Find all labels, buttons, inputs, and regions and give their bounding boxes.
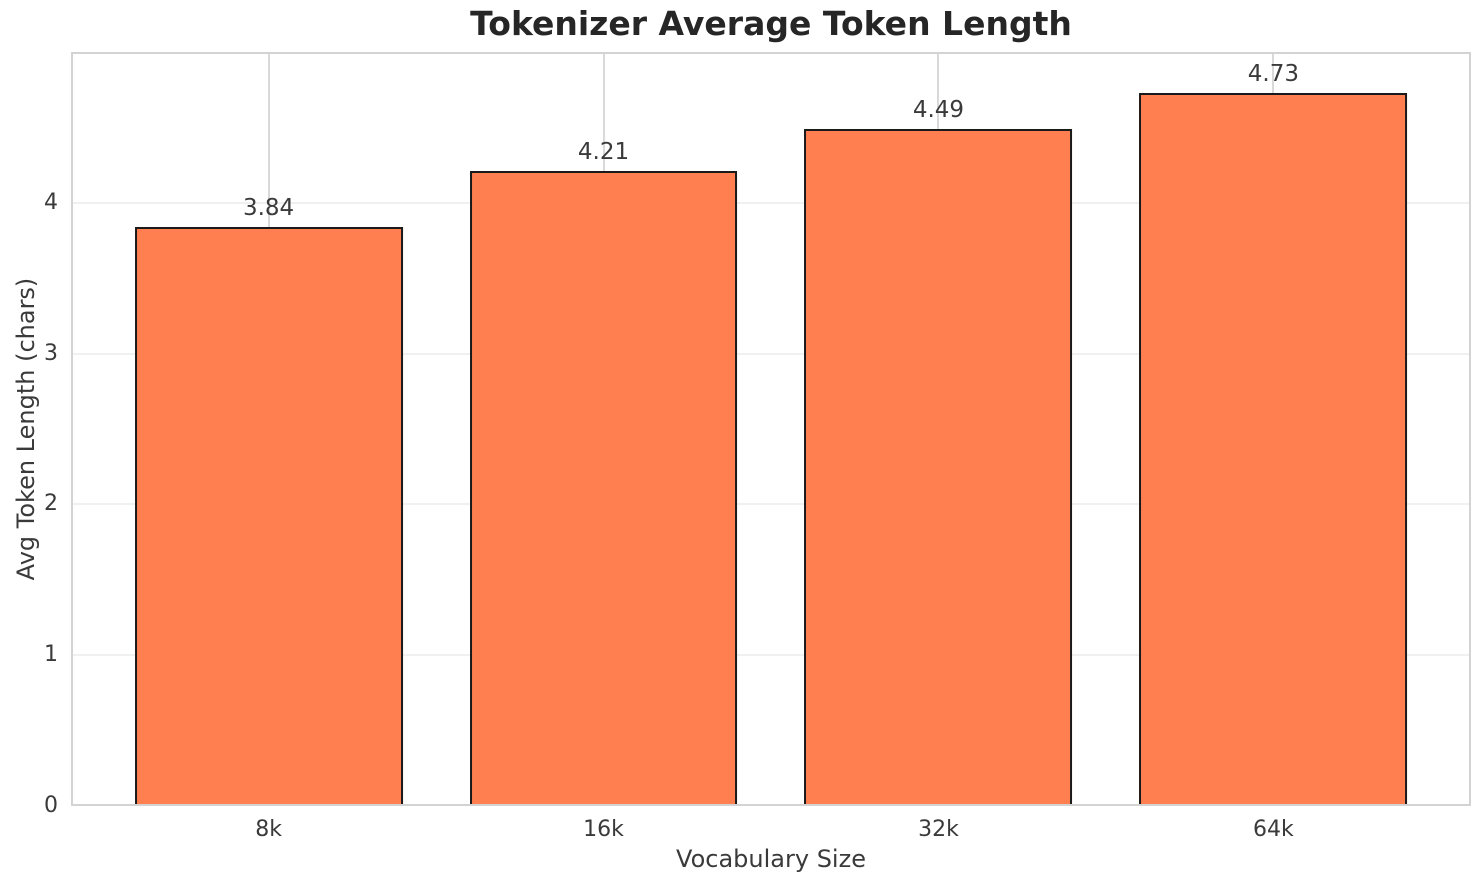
x-axis-label: Vocabulary Size bbox=[676, 845, 866, 873]
y-tick-label: 3 bbox=[44, 340, 58, 366]
bar-value-label: 4.21 bbox=[577, 139, 630, 166]
bar-8k bbox=[134, 226, 403, 806]
y-tick-label: 4 bbox=[44, 189, 58, 215]
bar-64k bbox=[1139, 92, 1408, 806]
y-tick-label: 2 bbox=[44, 491, 58, 517]
gridline-horizontal bbox=[71, 503, 1471, 506]
x-tick-label: 8k bbox=[255, 817, 282, 842]
bar-value-label: 4.73 bbox=[1247, 60, 1299, 87]
y-tick-label: 0 bbox=[44, 793, 58, 818]
y-axis-label: Avg Token Length (chars) bbox=[11, 277, 40, 581]
bar-value-label: 4.49 bbox=[912, 96, 965, 123]
plot-area: 3.84 4.21 4.49 4.73 bbox=[71, 52, 1471, 806]
x-tick-label: 64k bbox=[1253, 817, 1294, 842]
gridline-horizontal bbox=[71, 352, 1471, 355]
bar-16k bbox=[469, 171, 738, 806]
x-tick-label: 16k bbox=[583, 817, 624, 842]
gridline-horizontal bbox=[71, 201, 1471, 204]
y-tick-label: 1 bbox=[44, 642, 58, 668]
bar-value-label: 3.84 bbox=[242, 194, 295, 221]
bar-32k bbox=[804, 128, 1073, 806]
chart-title: Tokenizer Average Token Length bbox=[470, 4, 1072, 43]
x-tick-label: 32k bbox=[918, 817, 959, 842]
gridline-horizontal bbox=[71, 654, 1471, 657]
